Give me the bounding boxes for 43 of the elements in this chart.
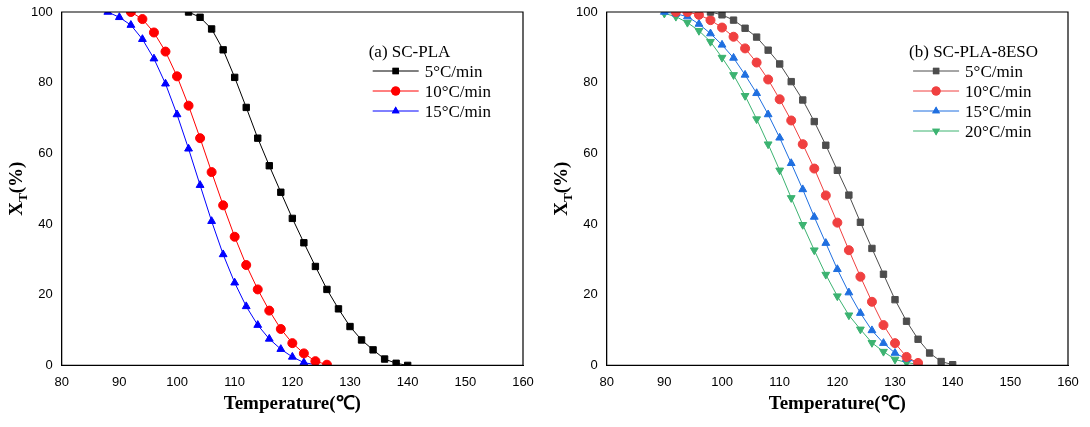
- x-tick-label: 150: [999, 373, 1022, 389]
- x-tick-label: 130: [339, 373, 361, 389]
- x-axis-title: Temperature(℃): [768, 392, 906, 415]
- x-tick-label: 120: [281, 373, 304, 389]
- legend-label: 10°C/min: [965, 82, 1032, 101]
- legend-title: (a) SC-PLA: [368, 42, 452, 61]
- x-tick-label: 110: [224, 373, 246, 389]
- x-tick-label: 110: [769, 373, 791, 389]
- y-axis-title: XT(%): [4, 161, 31, 216]
- y-tick-label: 60: [38, 144, 53, 160]
- x-tick-label: 160: [512, 373, 534, 389]
- x-tick-label: 140: [941, 373, 964, 389]
- y-tick-label: 20: [38, 286, 53, 302]
- legend-label: 15°C/min: [424, 102, 492, 121]
- x-tick-label: 100: [711, 373, 733, 389]
- x-tick-label: 140: [396, 373, 419, 389]
- y-tick-label: 40: [38, 215, 53, 231]
- x-tick-label: 90: [112, 373, 127, 389]
- x-tick-label: 80: [54, 373, 69, 389]
- y-tick-label: 20: [583, 286, 598, 302]
- y-tick-label: 80: [38, 74, 53, 90]
- legend-label: 10°C/min: [424, 82, 492, 101]
- y-tick-label: 60: [583, 144, 598, 160]
- x-tick-label: 80: [599, 373, 614, 389]
- x-tick-label: 130: [884, 373, 906, 389]
- legend-label: 15°C/min: [965, 102, 1032, 121]
- y-tick-label: 80: [583, 74, 598, 90]
- x-tick-label: 150: [454, 373, 477, 389]
- legend-label: 5°C/min: [424, 62, 483, 81]
- y-tick-label: 100: [575, 3, 598, 19]
- y-tick-label: 0: [590, 356, 598, 372]
- y-axis-title: XT(%): [549, 161, 576, 216]
- y-tick-label: 40: [583, 215, 598, 231]
- x-tick-label: 120: [826, 373, 849, 389]
- x-axis-title: Temperature(℃): [223, 392, 361, 415]
- legend-label: 5°C/min: [965, 62, 1024, 81]
- y-tick-label: 100: [30, 3, 53, 19]
- legend-title: (b) SC-PLA-8ESO: [909, 42, 1038, 61]
- y-tick-label: 0: [45, 356, 53, 372]
- x-tick-label: 160: [1057, 373, 1079, 389]
- x-tick-label: 100: [166, 373, 188, 389]
- legend-label: 20°C/min: [965, 122, 1032, 141]
- x-tick-label: 90: [657, 373, 672, 389]
